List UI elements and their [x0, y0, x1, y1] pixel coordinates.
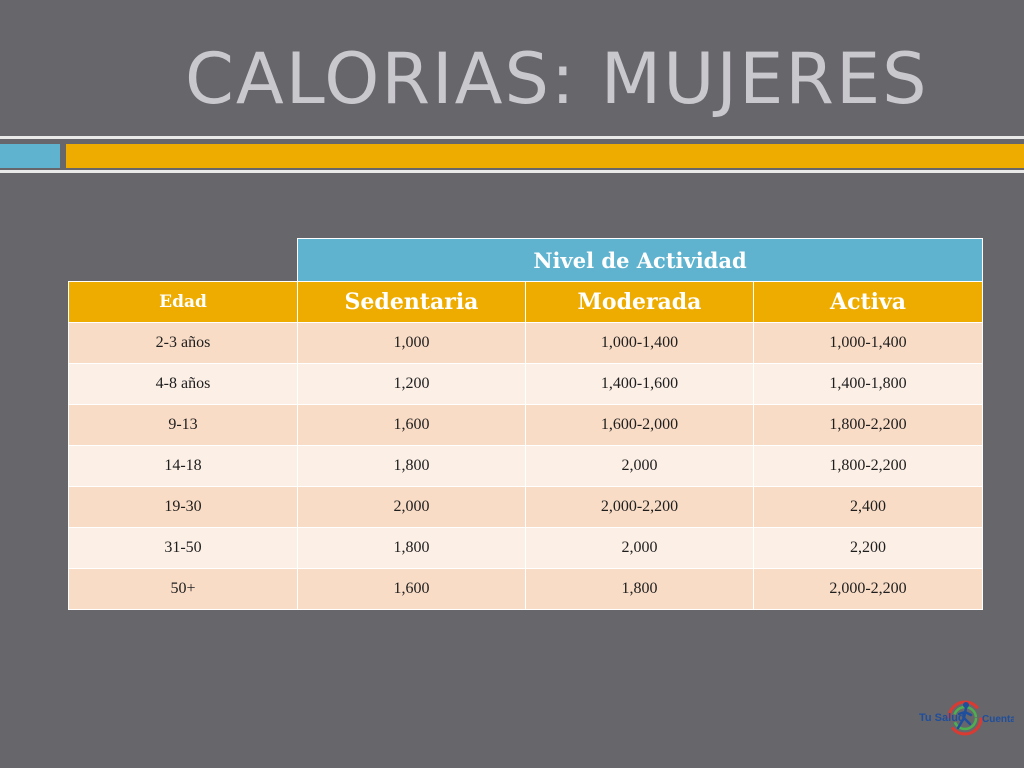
cell-active: 1,000-1,400	[752, 322, 984, 364]
cell-active: 2,200	[752, 527, 984, 569]
cell-age: 19-30	[68, 486, 298, 528]
cell-sedentary: 1,600	[297, 568, 526, 610]
column-header-sedentary: Sedentaria	[297, 281, 526, 323]
table-row: 50+ 1,600 1,800 2,000-2,200	[68, 568, 984, 610]
cell-age: 14-18	[68, 445, 298, 487]
cell-sedentary: 1,600	[297, 404, 526, 446]
cell-age: 9-13	[68, 404, 298, 446]
column-header-active: Activa	[752, 281, 984, 323]
table-body: 2-3 años 1,000 1,000-1,400 1,000-1,400 4-8 a…	[68, 322, 984, 610]
cell-active: 1,800-2,200	[752, 404, 984, 446]
cell-active: 2,000-2,200	[752, 568, 984, 610]
tu-salud-cuenta-logo: Tu Salud Cuenta	[919, 700, 1014, 736]
cell-moderate: 2,000	[525, 445, 754, 487]
cell-active: 1,400-1,800	[752, 363, 984, 405]
orange-accent-bar	[66, 144, 1024, 168]
runner-logo-icon	[956, 702, 973, 730]
cell-moderate: 1,800	[525, 568, 754, 610]
table-row: 9-13 1,600 1,600-2,000 1,800-2,200	[68, 404, 984, 446]
column-header-moderate: Moderada	[525, 281, 754, 323]
calories-table: Nivel de Actividad Edad Sedentaria Moder…	[68, 238, 984, 610]
cell-moderate: 2,000-2,200	[525, 486, 754, 528]
bottom-divider-line	[0, 170, 1024, 173]
top-divider-line	[0, 136, 1024, 139]
cell-age: 4-8 años	[68, 363, 298, 405]
blank-header-cell	[69, 239, 298, 282]
cell-active: 2,400	[752, 486, 984, 528]
cell-active: 1,800-2,200	[752, 445, 984, 487]
cell-sedentary: 1,800	[297, 445, 526, 487]
column-header-row: Edad Sedentaria Moderada Activa	[68, 281, 984, 323]
table-row: 14-18 1,800 2,000 1,800-2,200	[68, 445, 984, 487]
logo-text-right: Cuenta	[982, 714, 1014, 725]
cell-sedentary: 1,200	[297, 363, 526, 405]
cell-moderate: 1,400-1,600	[525, 363, 754, 405]
group-header-row: Nivel de Actividad	[69, 238, 984, 282]
cell-sedentary: 1,800	[297, 527, 526, 569]
table-row: 2-3 años 1,000 1,000-1,400 1,000-1,400	[68, 322, 984, 364]
cell-sedentary: 2,000	[297, 486, 526, 528]
cell-sedentary: 1,000	[297, 322, 526, 364]
table-row: 31-50 1,800 2,000 2,200	[68, 527, 984, 569]
cell-moderate: 2,000	[525, 527, 754, 569]
cell-age: 50+	[68, 568, 298, 610]
cell-age: 31-50	[68, 527, 298, 569]
blue-accent-bar	[0, 144, 60, 168]
table-row: 4-8 años 1,200 1,400-1,600 1,400-1,800	[68, 363, 984, 405]
cell-age: 2-3 años	[68, 322, 298, 364]
logo-text-left: Tu Salud	[919, 712, 965, 724]
column-header-age: Edad	[68, 281, 298, 323]
logo-red-ring	[947, 700, 983, 736]
table-row: 19-30 2,000 2,000-2,200 2,400	[68, 486, 984, 528]
cell-moderate: 1,600-2,000	[525, 404, 754, 446]
activity-level-header: Nivel de Actividad	[296, 238, 984, 282]
cell-moderate: 1,000-1,400	[525, 322, 754, 364]
slide-title: CALORIAS: MUJERES	[185, 38, 929, 120]
